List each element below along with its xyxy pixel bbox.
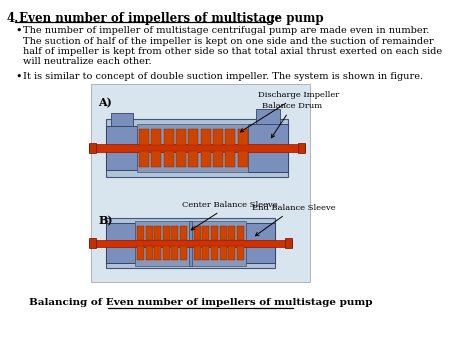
Bar bbox=[201, 151, 210, 167]
Bar bbox=[137, 226, 144, 240]
Bar bbox=[202, 246, 210, 260]
Text: Center Balance Sleeve: Center Balance Sleeve bbox=[182, 201, 278, 230]
Bar bbox=[172, 226, 178, 240]
Bar bbox=[106, 119, 288, 177]
Bar bbox=[163, 246, 170, 260]
Bar bbox=[219, 226, 227, 240]
Text: half of impeller is kept from other side so that total axial thrust exerted on e: half of impeller is kept from other side… bbox=[23, 47, 442, 56]
Text: Discharge Impeller: Discharge Impeller bbox=[240, 91, 339, 132]
Bar bbox=[151, 151, 161, 167]
Bar bbox=[106, 218, 275, 268]
Bar bbox=[164, 129, 173, 145]
Bar bbox=[256, 109, 280, 124]
Bar bbox=[180, 246, 187, 260]
Bar bbox=[89, 144, 305, 152]
Bar bbox=[164, 151, 173, 167]
Bar bbox=[135, 220, 246, 266]
Bar bbox=[194, 226, 201, 240]
Bar bbox=[213, 151, 223, 167]
Text: •: • bbox=[15, 26, 22, 36]
Bar bbox=[213, 129, 223, 145]
Bar bbox=[137, 246, 144, 260]
Bar bbox=[228, 226, 235, 240]
Text: The number of impeller of multistage centrifugal pump are made even in number.: The number of impeller of multistage cen… bbox=[23, 26, 429, 35]
Bar bbox=[89, 238, 96, 248]
Bar bbox=[285, 238, 292, 248]
Bar bbox=[248, 124, 288, 173]
Bar bbox=[211, 226, 218, 240]
Bar bbox=[225, 129, 236, 145]
Bar bbox=[146, 226, 153, 240]
Bar bbox=[188, 151, 198, 167]
Text: •: • bbox=[15, 72, 22, 82]
Bar bbox=[299, 143, 305, 153]
Text: will neutralize each other.: will neutralize each other. bbox=[23, 58, 152, 66]
Bar bbox=[228, 246, 235, 260]
Bar bbox=[237, 246, 244, 260]
Bar bbox=[237, 129, 248, 145]
Bar bbox=[176, 151, 186, 167]
Bar bbox=[111, 113, 133, 126]
Bar bbox=[176, 129, 186, 145]
Bar bbox=[139, 129, 149, 145]
Text: 4.: 4. bbox=[7, 12, 19, 25]
Bar bbox=[225, 151, 236, 167]
Bar bbox=[202, 226, 210, 240]
Bar bbox=[172, 246, 178, 260]
Bar bbox=[91, 84, 310, 282]
Text: B): B) bbox=[98, 215, 113, 226]
Bar bbox=[163, 226, 170, 240]
Bar bbox=[237, 151, 248, 167]
Bar bbox=[194, 246, 201, 260]
Bar bbox=[106, 126, 137, 170]
Bar bbox=[155, 246, 161, 260]
Text: The suction of half of the impeller is kept on one side and the suction of remai: The suction of half of the impeller is k… bbox=[23, 37, 434, 45]
Bar bbox=[201, 129, 210, 145]
Bar bbox=[89, 143, 96, 153]
Text: It is similar to concept of double suction impeller. The system is shown in figu: It is similar to concept of double sucti… bbox=[23, 72, 423, 81]
Bar bbox=[219, 246, 227, 260]
Bar bbox=[189, 220, 192, 266]
Text: End Balance Sleeve: End Balance Sleeve bbox=[252, 204, 336, 236]
Bar bbox=[188, 129, 198, 145]
Text: A): A) bbox=[98, 97, 112, 108]
Text: :-: :- bbox=[271, 12, 280, 25]
Bar bbox=[139, 151, 149, 167]
Bar bbox=[89, 240, 292, 246]
Bar bbox=[211, 246, 218, 260]
Bar bbox=[137, 124, 248, 173]
Text: Even number of impellers of multistage pump: Even number of impellers of multistage p… bbox=[15, 12, 324, 25]
Bar bbox=[180, 226, 187, 240]
Bar bbox=[106, 223, 135, 263]
Bar bbox=[146, 246, 153, 260]
Text: Balance Drum: Balance Drum bbox=[263, 102, 323, 138]
Bar bbox=[151, 129, 161, 145]
Bar bbox=[155, 226, 161, 240]
Bar bbox=[246, 223, 275, 263]
Bar bbox=[237, 226, 244, 240]
Text: Balancing of Even number of impellers of multistage pump: Balancing of Even number of impellers of… bbox=[29, 298, 373, 307]
